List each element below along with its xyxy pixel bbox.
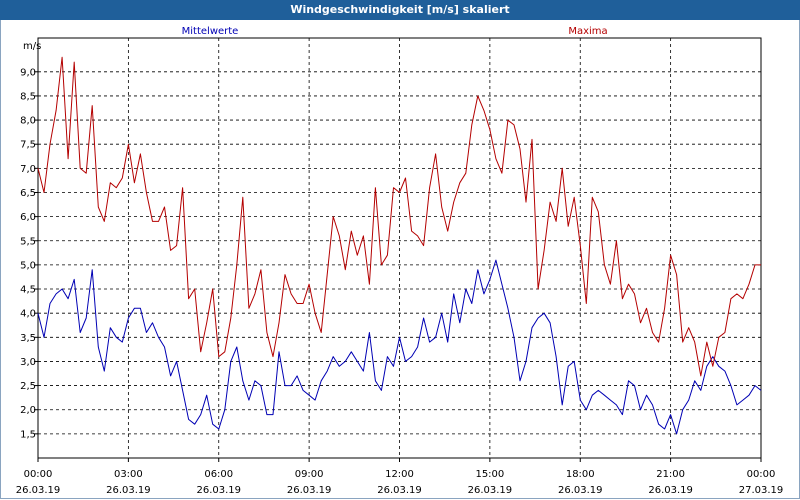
x-tick-time-label: 00:00 xyxy=(747,469,776,480)
x-tick-time-label: 21:00 xyxy=(656,469,685,480)
y-tick-label: 3,0 xyxy=(20,357,36,368)
y-tick-label: 3,5 xyxy=(20,333,36,344)
chart-title: Windgeschwindigkeit [m/s] skaliert xyxy=(0,0,800,20)
series-lines xyxy=(37,56,762,435)
y-tick-label: 7,5 xyxy=(20,140,36,151)
y-tick-label: 7,0 xyxy=(20,164,36,175)
y-tick-label: 6,5 xyxy=(20,188,36,199)
x-tick-date-label: 26.03.19 xyxy=(16,485,61,496)
x-tick-time-label: 06:00 xyxy=(204,469,233,480)
x-tick-date-label: 26.03.19 xyxy=(377,485,422,496)
x-tick-date-label: 26.03.19 xyxy=(558,485,603,496)
x-tick-date-label: 27.03.19 xyxy=(739,485,784,496)
y-tick-label: 8,5 xyxy=(20,91,36,102)
y-tick-label: 8,0 xyxy=(20,116,36,127)
y-tick-label: 6,0 xyxy=(20,212,36,223)
x-tick-time-label: 12:00 xyxy=(385,469,414,480)
x-tick-time-label: 15:00 xyxy=(475,469,504,480)
x-tick-date-label: 26.03.19 xyxy=(287,485,332,496)
grid-lines xyxy=(38,38,761,458)
series-line-maxima xyxy=(37,56,761,377)
x-tick-time-label: 03:00 xyxy=(114,469,143,480)
y-axis: 1,5 2,0 2,5 3,0 3,5 4,0 4,5 5,0 5,5 6,0 6,5 7,0 7,5 8… xyxy=(20,67,38,440)
y-tick-label: 4,5 xyxy=(20,285,36,296)
x-tick-date-label: 26.03.19 xyxy=(106,485,151,496)
y-tick-label: 2,5 xyxy=(20,381,36,392)
y-tick-label: 9,0 xyxy=(20,67,36,78)
series-line-mittelwerte xyxy=(37,259,762,435)
x-tick-date-label: 26.03.19 xyxy=(648,485,693,496)
x-tick-date-label: 26.03.19 xyxy=(468,485,513,496)
legend-maxima: Maxima xyxy=(568,26,607,37)
y-tick-label: 4,0 xyxy=(20,309,36,320)
y-tick-label: 5,5 xyxy=(20,236,36,247)
y-tick-label: 1,5 xyxy=(20,429,36,440)
x-tick-time-label: 00:00 xyxy=(24,469,53,480)
legend-mittelwerte: Mittelwerte xyxy=(182,26,239,37)
x-axis: 00:00 26.03.19 03:00 26.03.19 06:00 26.03.19 0… xyxy=(16,458,784,496)
x-tick-date-label: 26.03.19 xyxy=(196,485,241,496)
y-tick-label: 5,0 xyxy=(20,260,36,271)
x-tick-time-label: 09:00 xyxy=(295,469,324,480)
y-axis-unit: m/s xyxy=(23,41,41,52)
y-tick-label: 2,0 xyxy=(20,405,36,416)
x-tick-time-label: 18:00 xyxy=(566,469,595,480)
